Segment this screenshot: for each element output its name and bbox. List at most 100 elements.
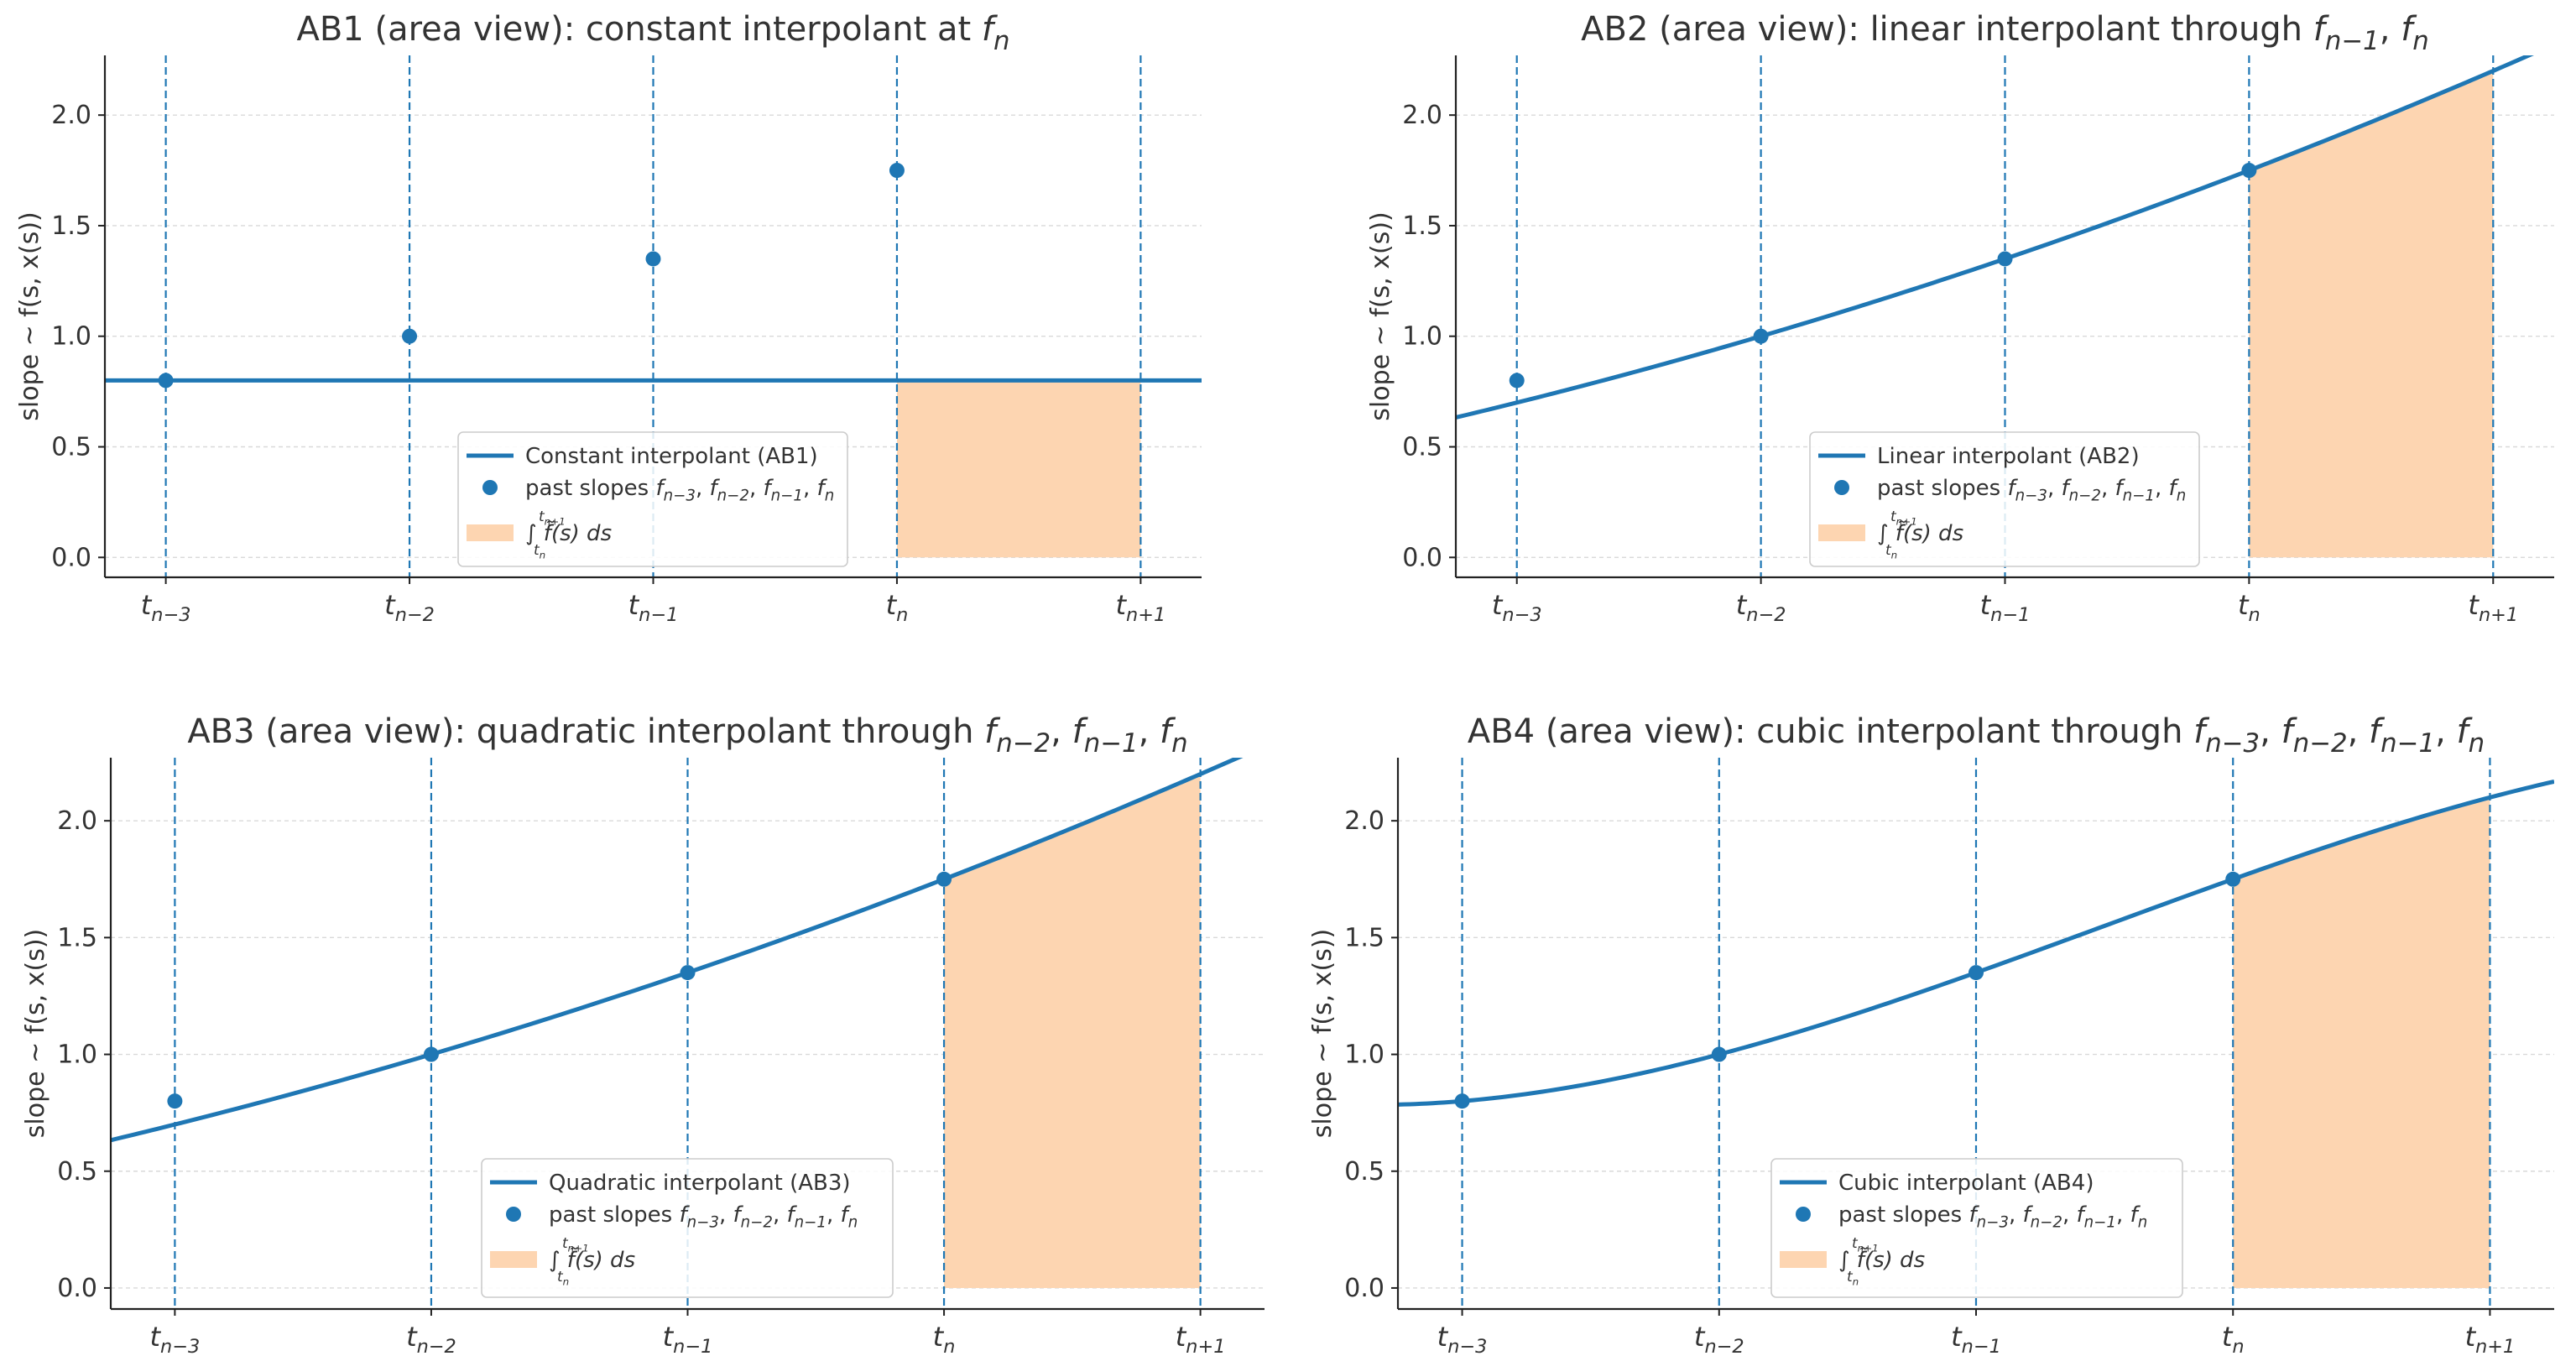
- legend-upper-symbol: t: [562, 1235, 569, 1252]
- legend-area-upper: tn+1: [1852, 1235, 1879, 1254]
- title-subscript: n: [2412, 26, 2429, 56]
- chart-title: AB3 (area view): quadratic interpolant t…: [187, 712, 1187, 759]
- legend-point-swatch: [482, 480, 498, 495]
- x-tick-symbol: t: [1437, 1321, 1449, 1353]
- slope-point: [2241, 163, 2257, 179]
- x-tick-symbol: t: [2222, 1321, 2234, 1353]
- x-tick-label: tn+1: [2468, 589, 2518, 626]
- x-tick-subscript: n−3: [160, 1336, 200, 1356]
- y-axis-label: slope ~ f(s, x(s)): [15, 211, 44, 421]
- legend-lower-symbol: t: [1847, 1269, 1854, 1286]
- x-tick-label: tn−1: [1980, 589, 2031, 626]
- legend-lower-symbol: t: [534, 542, 540, 559]
- title-subscript: n−1: [2325, 26, 2380, 56]
- x-tick-symbol: t: [2238, 589, 2250, 621]
- x-tick-symbol: t: [150, 1321, 162, 1353]
- legend-area-lower: tn: [1847, 1269, 1859, 1287]
- slope-point: [1711, 1046, 1727, 1062]
- y-tick-label: 1.5: [57, 923, 97, 952]
- slope-point: [2225, 871, 2241, 887]
- legend-area-upper: tn+1: [562, 1235, 589, 1254]
- y-tick-label: 2.0: [57, 806, 97, 836]
- y-tick-label: 0.0: [1402, 543, 1442, 572]
- x-tick-label: tn−1: [663, 1321, 713, 1356]
- legend-upper-symbol: t: [1890, 508, 1897, 525]
- x-tick-symbol: t: [2465, 1321, 2477, 1353]
- legend: Cubic interpolant (AB4) past slopes fn−3,…: [1770, 1158, 2183, 1298]
- legend-subscript: n−3: [1977, 1214, 2009, 1232]
- y-tick-label: 0.0: [51, 543, 91, 572]
- x-tick-subscript: n+1: [1186, 1336, 1225, 1356]
- legend-area-swatch: [467, 524, 514, 541]
- slope-point: [1454, 1093, 1470, 1109]
- legend-points-text: past slopes: [1877, 476, 2007, 501]
- x-tick-label: tn−1: [1951, 1321, 2001, 1356]
- legend-area-lower: tn: [534, 542, 545, 561]
- slope-point: [1753, 328, 1769, 344]
- x-tick-subscript: n: [943, 1336, 955, 1356]
- legend: Linear interpolant (AB2) past slopes fn−3…: [1809, 431, 2200, 567]
- x-tick-subscript: n−1: [673, 1336, 712, 1356]
- x-tick-label: tn−2: [1736, 589, 1786, 626]
- legend-subscript: n−1: [795, 1214, 827, 1232]
- slope-point: [402, 328, 418, 344]
- x-tick-symbol: t: [1980, 589, 1992, 621]
- x-tick-symbol: t: [628, 589, 640, 621]
- x-tick-symbol: t: [1694, 1321, 1706, 1353]
- slope-point: [423, 1046, 439, 1062]
- legend-subscript: n−3: [687, 1214, 719, 1232]
- legend-upper-subscript: n+1: [1858, 1242, 1879, 1254]
- legend-subscript: n−2: [2031, 1214, 2062, 1232]
- legend-line-label: Linear interpolant (AB2): [1877, 444, 2140, 469]
- x-tick-symbol: t: [2468, 589, 2480, 621]
- integral-area: [896, 380, 1141, 558]
- chart-title-text: AB2 (area view): linear interpolant thro…: [1581, 10, 2313, 49]
- legend-point-swatch: [1834, 480, 1849, 495]
- x-tick-symbol: t: [1492, 589, 1504, 621]
- title-subscript: n−2: [996, 728, 1051, 759]
- x-tick-subscript: n−2: [1746, 604, 1786, 626]
- x-tick-subscript: n−3: [1447, 1336, 1487, 1356]
- y-tick-label: 1.0: [1402, 322, 1442, 352]
- legend-subscript: n: [2138, 1214, 2148, 1232]
- x-tick-label: tn−2: [384, 589, 435, 626]
- legend-lower-subscript: n: [540, 549, 546, 561]
- legend-upper-symbol: t: [1852, 1235, 1859, 1252]
- legend-area-lower: tn: [1885, 542, 1897, 561]
- y-tick-label: 0.0: [57, 1274, 97, 1303]
- legend-area-swatch: [1818, 524, 1865, 541]
- x-tick-label: tn: [933, 1321, 956, 1356]
- chart-title: AB4 (area view): cubic interpolant throu…: [1468, 712, 2485, 759]
- legend-subscript: n−2: [2069, 488, 2101, 505]
- slope-point: [158, 373, 174, 389]
- legend-line-label: Quadratic interpolant (AB3): [549, 1171, 851, 1196]
- legend-area-label: ∫ f̃(s) ds: [1877, 519, 1963, 546]
- legend-subscript: n−3: [2015, 488, 2047, 505]
- x-tick-symbol: t: [1176, 1321, 1187, 1353]
- x-tick-symbol: t: [933, 1321, 945, 1353]
- y-tick-label: 2.0: [1344, 806, 1384, 836]
- legend-point-swatch: [1796, 1207, 1811, 1222]
- legend-box: [457, 431, 848, 567]
- legend-lower-subscript: n: [1853, 1275, 1859, 1287]
- legend-points-text: past slopes: [525, 476, 655, 501]
- slope-point: [936, 871, 952, 887]
- slope-point: [167, 1093, 183, 1109]
- slope-point: [1509, 373, 1525, 389]
- legend-upper-subscript: n+1: [545, 515, 566, 527]
- x-tick-label: tn−2: [1694, 1321, 1744, 1356]
- integral-area: [944, 774, 1201, 1288]
- y-tick-label: 1.5: [51, 211, 91, 241]
- title-subscript: n: [993, 26, 1010, 56]
- x-tick-symbol: t: [663, 1321, 675, 1353]
- legend-area-lower: tn: [557, 1269, 569, 1287]
- x-tick-label: tn+1: [1176, 1321, 1226, 1356]
- x-tick-subscript: n−1: [639, 604, 678, 626]
- legend-area-upper: tn+1: [1890, 508, 1917, 527]
- legend-box: [481, 1158, 894, 1298]
- legend-area-label: ∫ f̃(s) ds: [525, 519, 612, 546]
- x-tick-subscript: n−1: [1990, 604, 2030, 626]
